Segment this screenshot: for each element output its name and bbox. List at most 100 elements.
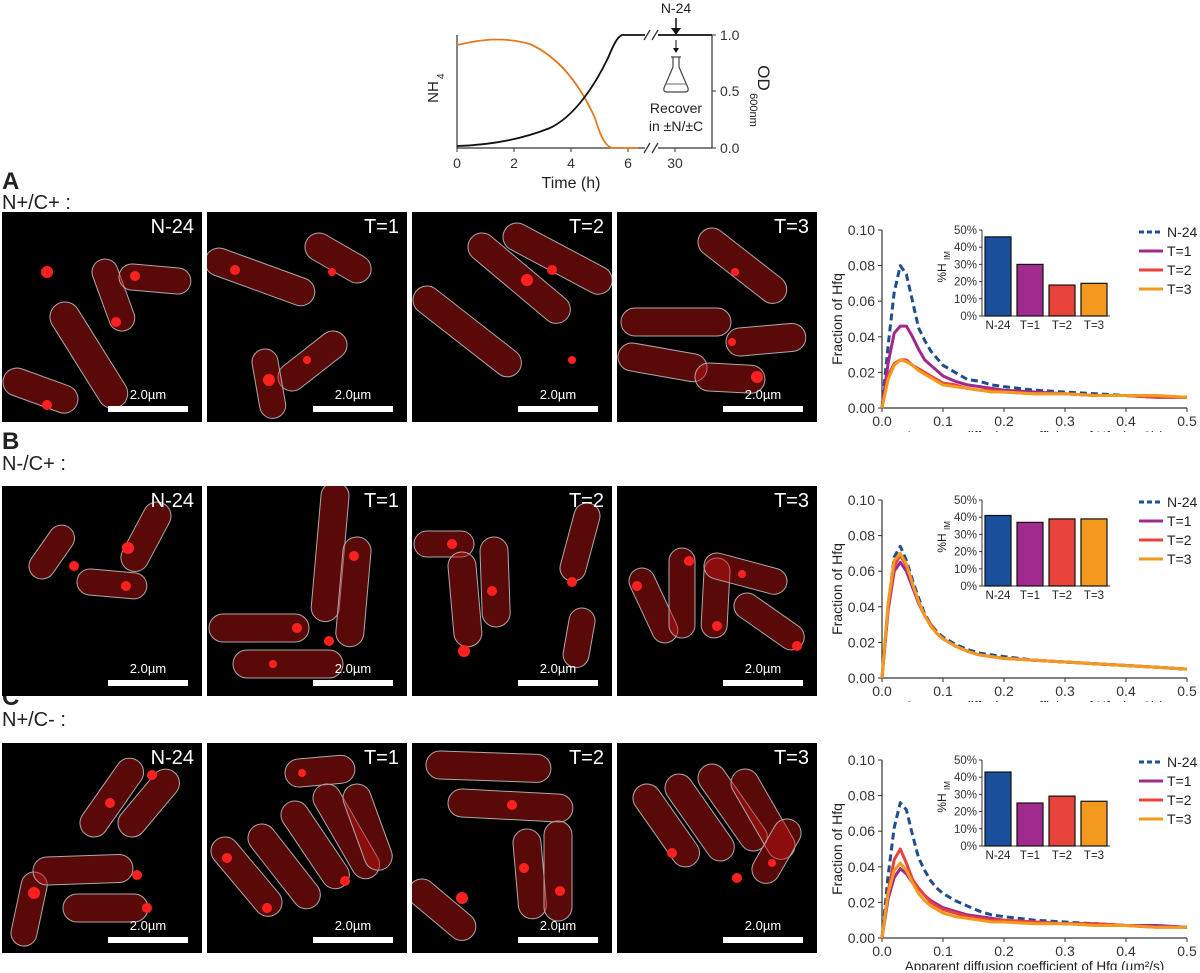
- x-axis-label: Apparent diffusion coefficient of Hfq (µ…: [905, 699, 1164, 702]
- scale-bar-label: 2.0µm: [539, 918, 577, 933]
- x-axis-label: Apparent diffusion coefficient of Hfq (µ…: [905, 959, 1164, 970]
- legend-label: T=1: [1167, 513, 1192, 529]
- top-x-tick-6: 6: [624, 155, 632, 171]
- inset-y-axis-label: %H IM: [935, 251, 952, 283]
- x-tick-label: 0.1: [933, 683, 953, 699]
- micrograph-label: T=2: [568, 490, 604, 512]
- inset-x-tick-label: T=1: [1020, 590, 1040, 602]
- inset-bar-t1: [1016, 802, 1044, 847]
- panel-letter-a: A: [2, 168, 20, 195]
- inset-bar-t1: [1016, 263, 1044, 317]
- panel-condition-a: N+/C+ :: [2, 192, 71, 214]
- panel-condition-c: N+/C- :: [2, 709, 66, 731]
- inset-bar-t2: [1048, 795, 1076, 847]
- cells-drawing: [2, 258, 192, 414]
- scale-bar: [108, 680, 188, 686]
- x-tick-label: 0.4: [1116, 413, 1136, 429]
- x-tick-label: 0.3: [1055, 413, 1075, 429]
- series-line-t3: [880, 551, 1188, 679]
- y-tick-label: 0.08: [848, 788, 875, 804]
- x-tick-label: 0.2: [994, 683, 1014, 699]
- micrograph-label: T=3: [773, 747, 809, 769]
- x-tick-label: 0.2: [994, 943, 1014, 959]
- scale-bar: [313, 937, 393, 943]
- scale-bar-label: 2.0µm: [129, 387, 167, 402]
- x-tick-label: 0.0: [872, 943, 892, 959]
- y-axis-label: Fraction of Hfq: [829, 273, 845, 365]
- y-tick-label: 0.02: [848, 894, 875, 910]
- legend-label: T=2: [1167, 792, 1192, 808]
- scale-bar-label: 2.0µm: [334, 918, 372, 933]
- scale-bar-label: 2.0µm: [744, 387, 782, 402]
- diffusion-chart-b: 0.00 0.02 0.04 0.06 0.08 0.10 0.0 0.1 0.2 0.3 0.4 0…: [829, 492, 1198, 702]
- inset-bar-t2: [1048, 284, 1076, 317]
- scale-bar-label: 2.0µm: [129, 918, 167, 933]
- scale-bar-label: 2.0µm: [539, 387, 577, 402]
- y-axis-label: Fraction of Hfq: [829, 543, 845, 635]
- inset-y-tick-label: 0%: [960, 581, 977, 593]
- y-tick-label: 0.00: [848, 400, 875, 416]
- inset-bar-t3: [1080, 518, 1108, 587]
- cells-drawing: [628, 547, 805, 651]
- x-tick-label: 0.5: [1177, 683, 1197, 699]
- inset-x-tick-label: T=2: [1052, 850, 1072, 862]
- panel-letter-b: B: [2, 428, 20, 455]
- inset-y-tick-label: 40%: [954, 512, 977, 524]
- series-line-n24: [880, 801, 1188, 939]
- micrograph-c-n24: N-24 2.0µm: [2, 743, 202, 953]
- inset-y-tick-label: 0%: [960, 311, 977, 323]
- top-x-tick-0: 0: [453, 155, 461, 171]
- cells-drawing: [10, 757, 180, 947]
- inset-x-tick-label: T=3: [1084, 590, 1104, 602]
- axis-break-bottom: [643, 142, 659, 154]
- micrograph-label: T=1: [363, 490, 399, 512]
- x-tick-label: 0.5: [1177, 413, 1197, 429]
- inset-y-label: %H: [935, 533, 949, 552]
- x-tick-label: 0.4: [1116, 683, 1136, 699]
- inset-y-axis-label: %H IM: [935, 781, 952, 813]
- scale-bar-label: 2.0µm: [334, 661, 372, 676]
- y-tick-label: 0.02: [848, 634, 875, 650]
- inset-x-tick-label: T=3: [1084, 850, 1104, 862]
- inset-y-label-sub: IM: [943, 521, 952, 530]
- y-tick-label: 0.10: [848, 752, 875, 768]
- scale-bar: [313, 406, 393, 412]
- inset-x-tick-label: T=3: [1084, 320, 1104, 332]
- legend-label: N-24: [1167, 754, 1198, 770]
- inset-bar-n24: [984, 771, 1012, 847]
- cells-drawing: [412, 222, 612, 378]
- legend-label: T=3: [1167, 281, 1192, 297]
- inset-x-tick-label: N-24: [986, 320, 1012, 332]
- inset-x-tick-label: T=2: [1052, 320, 1072, 332]
- y-tick-label: 0.06: [848, 563, 875, 579]
- inset-y-label-sub: IM: [943, 251, 952, 260]
- cells-drawing: [632, 763, 802, 884]
- legend-label: T=1: [1167, 243, 1192, 259]
- top-y-right-sub: 600nm: [747, 93, 759, 127]
- inset-y-tick-label: 0%: [960, 841, 977, 853]
- nh4-curve: [456, 38, 638, 149]
- scale-bar: [518, 937, 598, 943]
- x-tick-label: 0.2: [994, 413, 1014, 429]
- scale-bar-label: 2.0µm: [539, 661, 577, 676]
- inset-y-tick-label: 20%: [954, 277, 977, 289]
- top-y-right-tick-05: 0.5: [720, 83, 740, 99]
- inset-y-tick-label: 30%: [954, 789, 977, 801]
- inset-bar-t3: [1080, 800, 1108, 847]
- axis-break-top: [643, 29, 659, 41]
- scale-bar: [723, 680, 803, 686]
- inset-y-tick-label: 20%: [954, 807, 977, 819]
- legend-label: T=3: [1167, 811, 1192, 827]
- y-tick-label: 0.10: [848, 492, 875, 508]
- inset-y-tick-label: 40%: [954, 242, 977, 254]
- inset-x-tick-label: T=1: [1020, 850, 1040, 862]
- micrograph-b-t2: T=2 2.0µm: [412, 486, 612, 696]
- cells-drawing: [207, 232, 372, 419]
- cells-drawing: [210, 754, 393, 917]
- y-tick-label: 0.10: [848, 222, 875, 238]
- micrograph-c-t3: T=3 2.0µm: [617, 743, 817, 953]
- cells-drawing: [617, 227, 807, 394]
- diffusion-chart-a: 0.00 0.02 0.04 0.06 0.08 0.10 0.0 0.1 0.2 0.3 0.4 0…: [829, 222, 1198, 432]
- y-tick-label: 0.08: [848, 258, 875, 274]
- y-tick-label: 0.00: [848, 930, 875, 946]
